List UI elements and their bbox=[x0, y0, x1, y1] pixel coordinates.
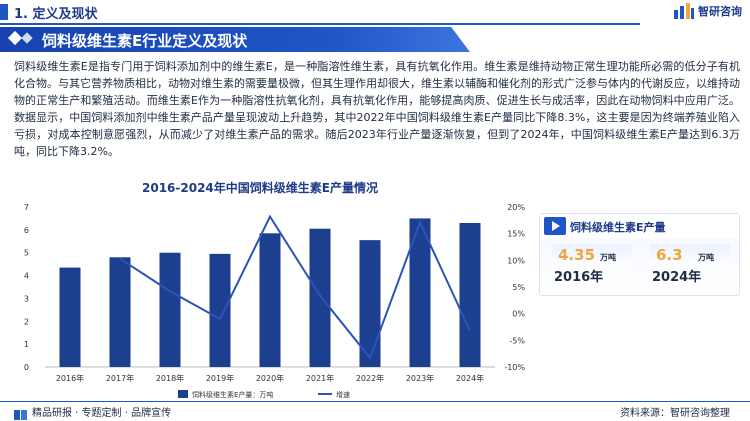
left-tick-label: 3 bbox=[24, 294, 29, 303]
page-title: 饲料级维生素E行业定义及现状 bbox=[42, 32, 248, 50]
right-tick-label: 0% bbox=[512, 310, 525, 319]
panel-title: 饲料级维生素E产量 bbox=[570, 221, 666, 234]
legend-bar-label: 饲料级维生素E产量：万吨 bbox=[192, 390, 273, 399]
play-icon bbox=[544, 217, 566, 235]
kpi-2024: 6.3 万吨 2024年 bbox=[642, 244, 737, 294]
title-banner: 饲料级维生素E行业定义及现状 bbox=[0, 27, 470, 52]
kpi-year: 2024年 bbox=[652, 270, 702, 285]
x-tick-label: 2018年 bbox=[156, 373, 184, 383]
x-tick-label: 2017年 bbox=[106, 373, 134, 383]
kpi-unit: 万吨 bbox=[698, 253, 714, 262]
left-tick-label: 0 bbox=[24, 363, 29, 372]
growth-line bbox=[119, 214, 471, 360]
x-tick-label: 2021年 bbox=[306, 373, 334, 383]
bar bbox=[159, 252, 181, 367]
footer-left: 精品研报 · 专题定制 · 品牌宣传 bbox=[14, 404, 172, 420]
brand-logo[interactable]: 智研咨询 bbox=[673, 2, 742, 20]
bar bbox=[309, 228, 331, 367]
bar bbox=[59, 267, 81, 367]
bar bbox=[409, 218, 431, 367]
bar bbox=[359, 240, 381, 367]
section-label: 1. 定义及现状 bbox=[14, 7, 98, 22]
right-tick-label: -10% bbox=[504, 363, 525, 372]
right-tick-label: 20% bbox=[507, 203, 525, 212]
left-tick-label: 6 bbox=[24, 226, 29, 235]
left-tick-label: 4 bbox=[24, 272, 29, 281]
left-tick-label: 7 bbox=[24, 203, 29, 212]
diamond-icon bbox=[7, 30, 33, 46]
intro-paragraph: 饲料级维生素E是指专门用于饲料添加剂中的维生素E，是一种脂溶性维生素，具有抗氧化… bbox=[14, 60, 740, 158]
header-accent bbox=[0, 4, 8, 20]
right-tick-label: -5% bbox=[509, 336, 525, 345]
x-tick-label: 2022年 bbox=[356, 373, 384, 383]
x-tick-label: 2023年 bbox=[406, 373, 434, 383]
left-tick-label: 1 bbox=[24, 340, 29, 349]
chart-title: 2016-2024年中国饲料级维生素E产量情况 bbox=[142, 181, 378, 195]
report-icon bbox=[14, 406, 28, 420]
header-divider bbox=[0, 23, 640, 25]
data-source: 资料来源：智研咨询整理 bbox=[620, 408, 730, 419]
kpi-value: 6.3 bbox=[656, 246, 683, 264]
logo-text: 智研咨询 bbox=[698, 5, 742, 18]
right-tick-label: 5% bbox=[512, 283, 525, 292]
bar bbox=[459, 223, 481, 367]
x-tick-label: 2019年 bbox=[206, 373, 234, 383]
production-chart: 0 1 2 3 4 5 6 7 -10% -5% 0% 5% 10% 15% 20% 2016年 2017年 20… bbox=[24, 203, 525, 399]
x-tick-label: 2024年 bbox=[456, 373, 484, 383]
kpi-2016: 4.35 万吨 2016年 bbox=[544, 244, 639, 294]
right-tick-label: 15% bbox=[507, 230, 525, 239]
top-header: 1. 定义及现状 智研咨询 bbox=[0, 0, 750, 24]
legend-line-label: 增速 bbox=[336, 390, 350, 399]
left-tick-label: 2 bbox=[24, 317, 29, 326]
kpi-year: 2016年 bbox=[554, 270, 604, 285]
bar bbox=[109, 257, 131, 367]
panel-header: 饲料级维生素E产量 bbox=[540, 214, 739, 238]
kpi-unit: 万吨 bbox=[600, 253, 616, 262]
bar bbox=[209, 253, 231, 367]
left-tick-label: 5 bbox=[24, 249, 29, 258]
x-tick-label: 2016年 bbox=[56, 373, 84, 383]
right-tick-label: 10% bbox=[507, 256, 525, 265]
footer-divider bbox=[0, 401, 750, 402]
kpi-value: 4.35 bbox=[558, 246, 596, 264]
bar bbox=[259, 233, 281, 367]
footer-slogan: 精品研报 · 专题定制 · 品牌宣传 bbox=[32, 408, 172, 419]
logo-icon bbox=[673, 2, 695, 20]
kpi-panel: 饲料级维生素E产量 4.35 万吨 2016年 6.3 万吨 2024年 bbox=[539, 213, 740, 296]
x-tick-label: 2020年 bbox=[256, 373, 284, 383]
legend-bar-swatch bbox=[178, 390, 188, 398]
